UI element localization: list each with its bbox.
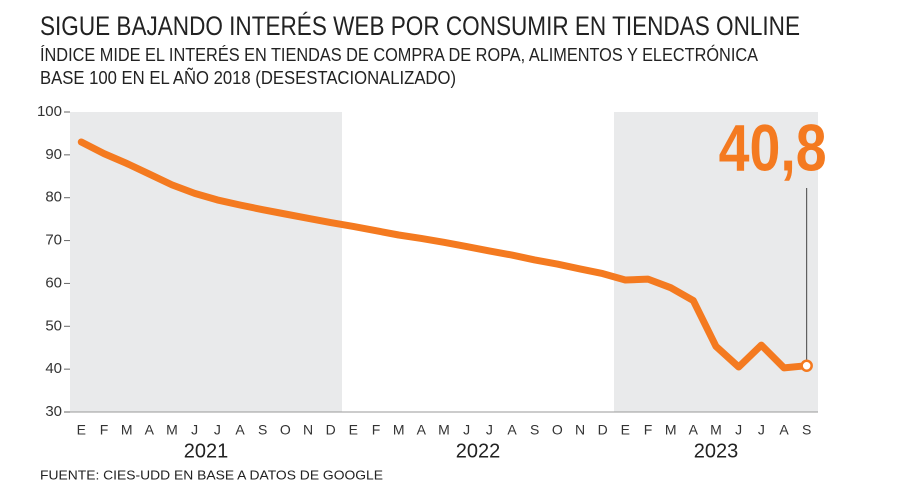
x-tick-label: M — [393, 422, 405, 438]
x-tick-label: S — [802, 422, 811, 438]
x-tick-label: E — [349, 422, 358, 438]
x-tick-label: M — [166, 422, 178, 438]
x-tick-label: J — [214, 422, 221, 438]
x-tick-label: M — [438, 422, 450, 438]
y-tick-label: 90 — [45, 146, 62, 163]
data-line — [77, 138, 811, 372]
x-tick-label: N — [575, 422, 585, 438]
x-tick-label: E — [621, 422, 630, 438]
x-tick-label: D — [598, 422, 608, 438]
x-tick-label: A — [689, 422, 699, 438]
x-tick-label: S — [530, 422, 539, 438]
shade — [614, 112, 818, 412]
x-tick-label: M — [665, 422, 677, 438]
x-tick-label: E — [77, 422, 86, 438]
x-tick-label: D — [326, 422, 336, 438]
year-label: 2021 — [184, 440, 229, 462]
chart-subtitle: BASE 100 EN EL AÑO 2018 (DESESTACIONALIZ… — [40, 67, 456, 88]
y-tick-label: 30 — [45, 403, 62, 420]
x-tick-label: F — [644, 422, 653, 438]
x-tick-label: A — [235, 422, 245, 438]
x-tick-label: M — [121, 422, 133, 438]
x-tick-label: J — [191, 422, 198, 438]
x-tick-label: J — [758, 422, 765, 438]
y-tick-label: 70 — [45, 232, 62, 249]
x-tick-label: M — [710, 422, 722, 438]
x-tick-label: F — [100, 422, 109, 438]
x-tick-label: A — [507, 422, 517, 438]
chart-title: SIGUE BAJANDO INTERÉS WEB POR CONSUMIR E… — [40, 11, 800, 41]
x-tick-label: J — [463, 422, 470, 438]
y-tick-label: 80 — [45, 189, 62, 206]
x-tick-label: J — [486, 422, 493, 438]
x-tick-label: O — [552, 422, 563, 438]
year-label: 2023 — [694, 440, 739, 462]
x-tick-label: A — [779, 422, 789, 438]
y-tick-label: 60 — [45, 274, 62, 291]
end-marker — [800, 359, 813, 372]
value-label: 40,8 — [719, 110, 827, 184]
x-tick-label: N — [303, 422, 313, 438]
x-tick-label: S — [258, 422, 267, 438]
x-tick-label: A — [417, 422, 427, 438]
source: FUENTE: CIES-UDD EN BASE A DATOS DE GOOG… — [40, 467, 383, 482]
year-label: 2022 — [456, 440, 501, 462]
x-tick-label: O — [280, 422, 291, 438]
x-tick-label: J — [735, 422, 742, 438]
background — [70, 112, 818, 412]
chart-subtitle: ÍNDICE MIDE EL INTERÉS EN TIENDAS DE COM… — [40, 44, 758, 65]
x-tick-label: A — [145, 422, 155, 438]
y-tick-label: 40 — [45, 360, 62, 377]
y-tick-label: 100 — [37, 103, 62, 120]
y-tick-label: 50 — [45, 317, 62, 334]
x-tick-label: F — [372, 422, 381, 438]
